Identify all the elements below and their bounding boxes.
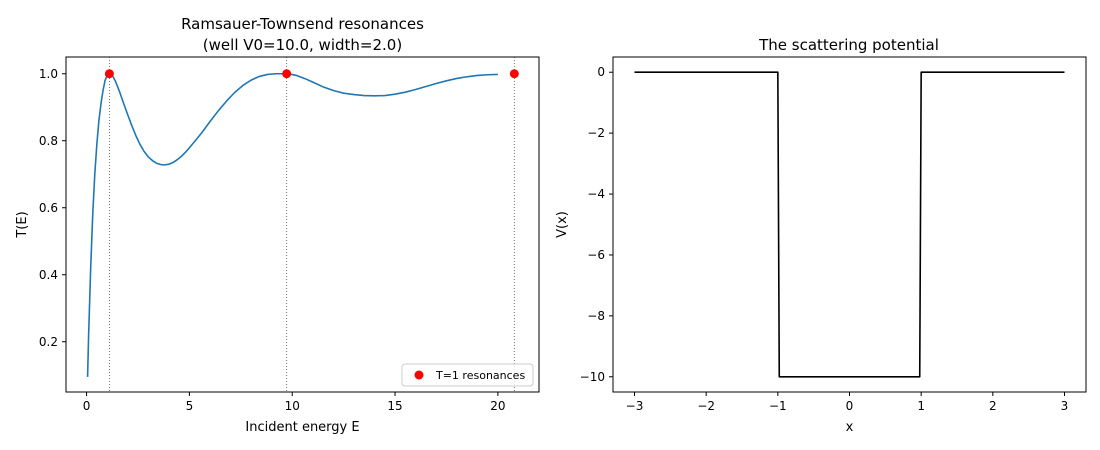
y-tick-label: −8 (587, 309, 605, 323)
resonance-point (509, 69, 519, 79)
y-tick-label: 1.0 (39, 67, 58, 81)
legend-frame (401, 363, 534, 387)
x-tick-label: 20 (490, 399, 505, 413)
potential-x-axis-label: x (846, 420, 854, 435)
resonance-point (104, 69, 114, 79)
transmission-plot: Ramsauer-Townsend resonances (well V0=10… (15, 15, 540, 435)
transmission-plot-area: 0 5 10 15 20 0.2 0.4 0.6 0.8 1.0 (39, 57, 519, 413)
x-tick-label: −2 (697, 399, 715, 413)
y-tick-label: 0 (597, 65, 605, 79)
x-tick-label: 2 (989, 399, 997, 413)
transmission-legend: T=1 resonances (401, 363, 534, 387)
transmission-plot-title-line-1: Ramsauer-Townsend resonances (181, 15, 424, 33)
x-tick-label: 15 (387, 399, 402, 413)
x-tick-label: 0 (846, 399, 854, 413)
y-tick-label: 0.6 (39, 201, 58, 215)
potential-plot-area: −3 −2 −1 0 1 2 30−2−4−6−8−10 (580, 65, 1069, 413)
transmission-plot-title-line-2: (well V0=10.0, width=2.0) (203, 36, 402, 54)
resonance-point (282, 69, 292, 79)
y-tick-label: −6 (587, 248, 605, 262)
y-tick-label: 0.2 (39, 335, 58, 349)
y-tick-label: 0.4 (39, 268, 58, 282)
x-tick-label: 1 (917, 399, 925, 413)
potential-plot: The scattering potential −3 −2 −1 0 1 2 30−2−4… (555, 36, 1087, 435)
transmission-plot-frame (65, 56, 540, 393)
y-tick-label: −4 (587, 187, 605, 201)
potential-y-axis-label: V(x) (555, 211, 570, 238)
x-tick-label: 3 (1061, 399, 1069, 413)
y-tick-label: −2 (587, 126, 605, 140)
transmission-y-axis-label: T(E) (15, 211, 30, 238)
potential-plot-frame (612, 56, 1087, 393)
x-tick-label: −3 (626, 399, 644, 413)
y-tick-label: −10 (580, 370, 605, 384)
x-tick-label: 0 (83, 399, 91, 413)
x-tick-label: −1 (769, 399, 787, 413)
series-line (634, 71, 1065, 378)
potential-plot-title: The scattering potential (758, 36, 939, 54)
legend-label: T=1 resonances (435, 369, 525, 382)
y-tick-label: 0.8 (39, 134, 58, 148)
x-tick-label: 5 (186, 399, 194, 413)
x-tick-label: 10 (285, 399, 300, 413)
legend-marker (414, 370, 424, 380)
transmission-x-axis-label: Incident energy E (245, 420, 359, 435)
